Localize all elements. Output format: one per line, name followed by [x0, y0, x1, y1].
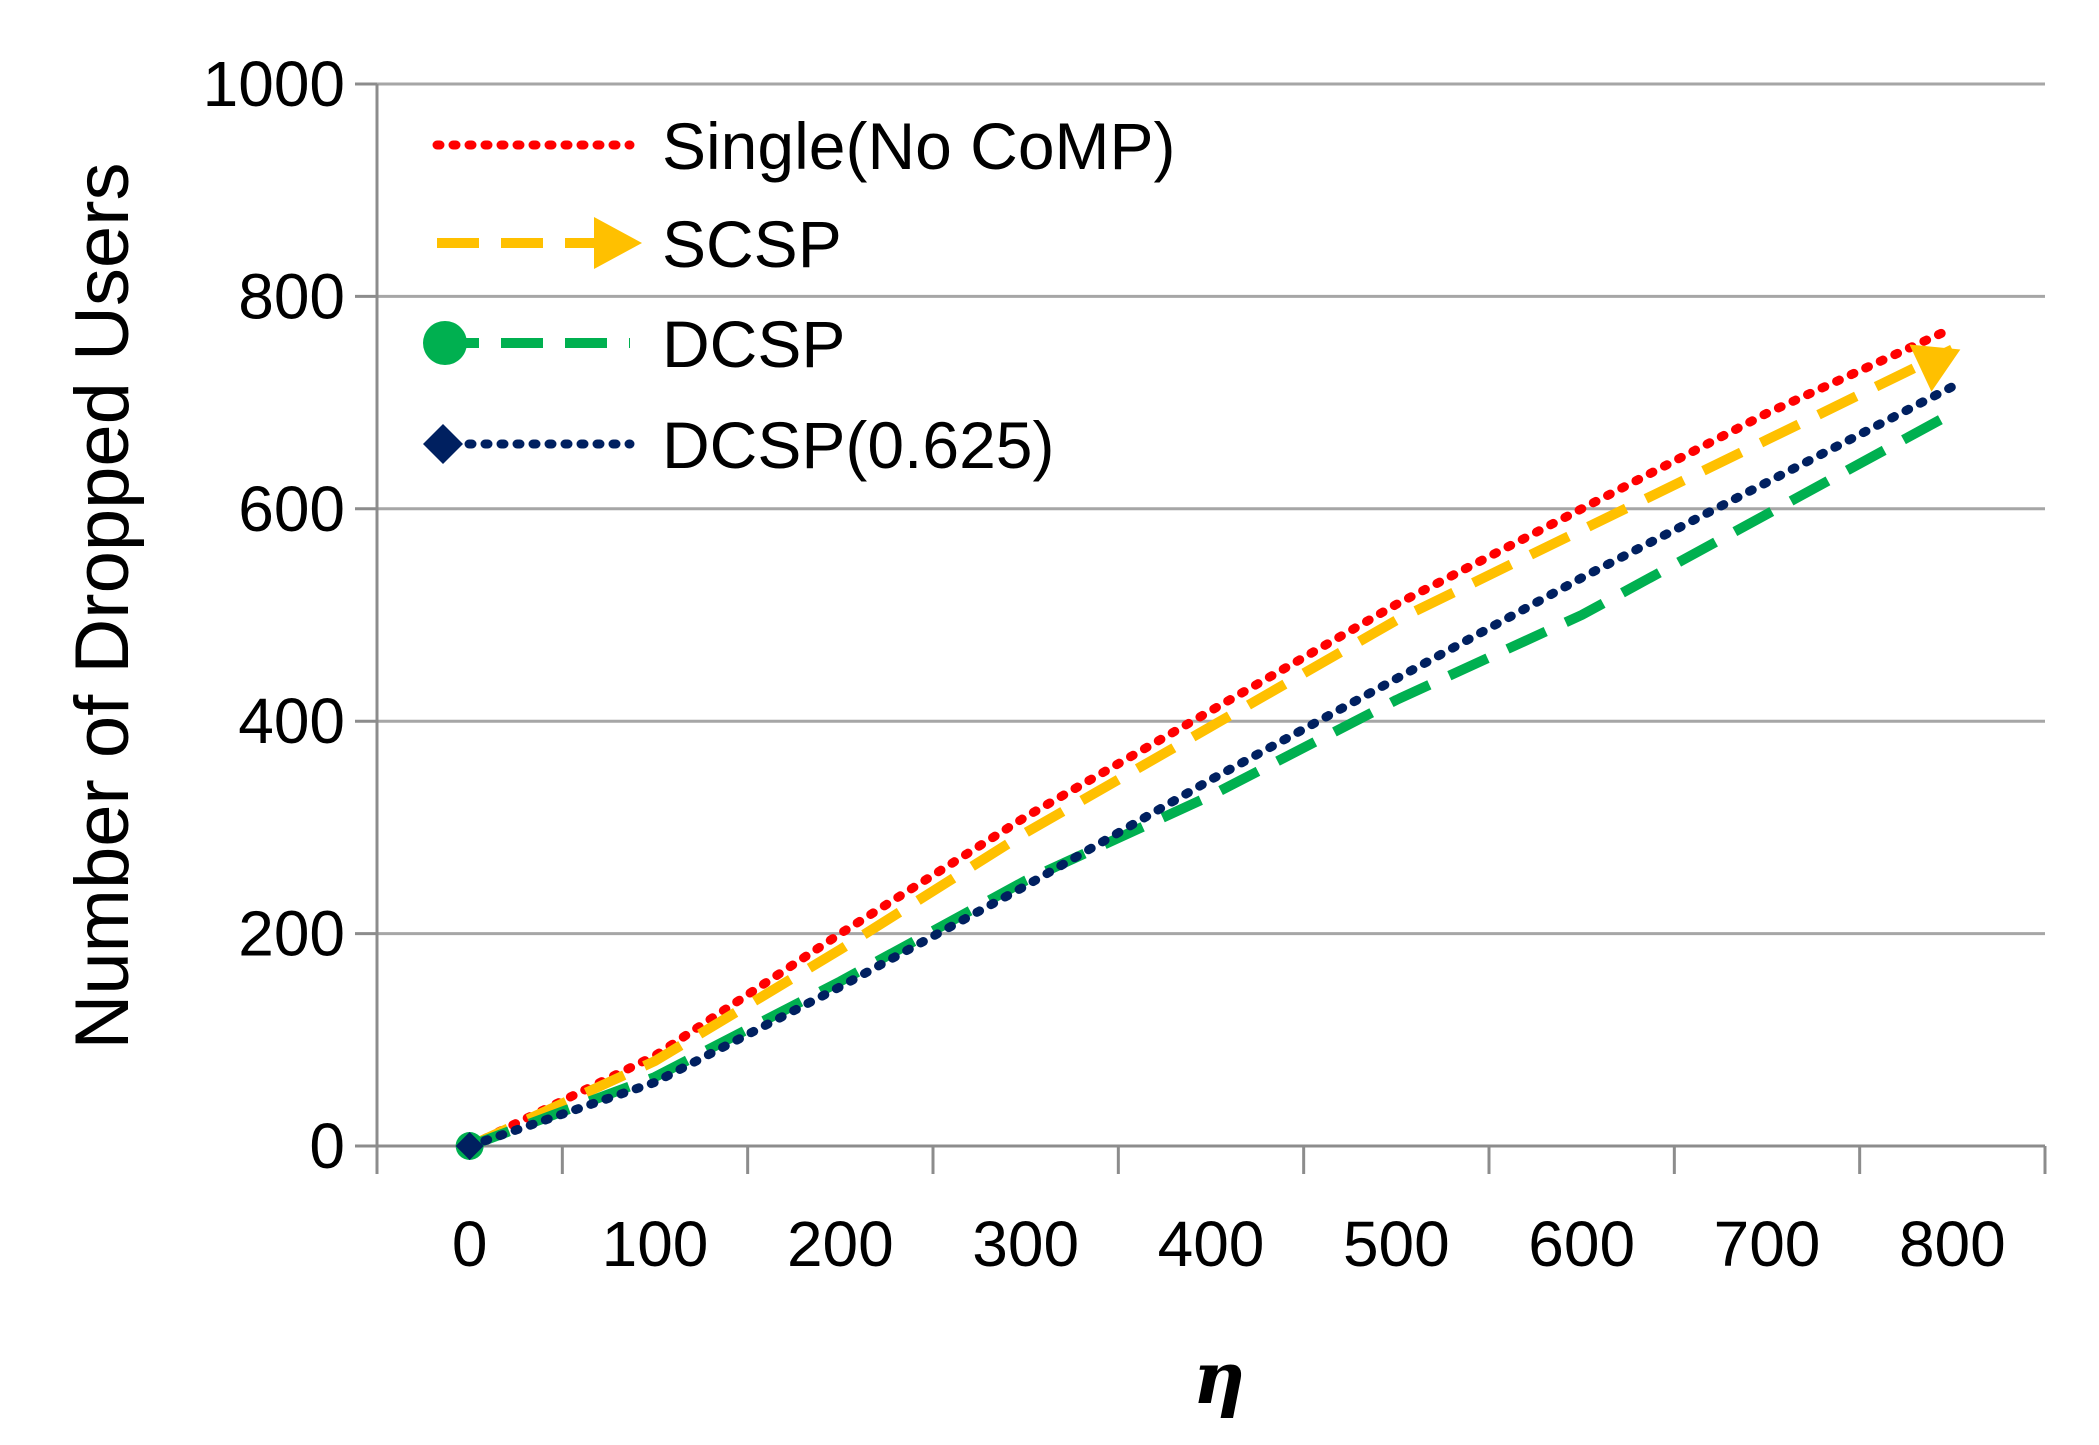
y-tick-label: 1000	[203, 48, 345, 120]
y-axis-label: Number of Dropped Users	[60, 162, 145, 1049]
y-tick-label: 800	[238, 260, 345, 332]
legend-arrow-icon	[594, 217, 642, 269]
x-tick-labels: 0 100 200 300 400 500 600 700 800	[452, 1208, 2006, 1280]
series-line-0	[465, 323, 1957, 1151]
x-tick-label: 200	[787, 1208, 894, 1280]
legend-item: DCSP	[423, 307, 845, 381]
legend-item: DCSP(0.625)	[423, 408, 1055, 482]
x-tick-label: 100	[602, 1208, 709, 1280]
x-tick-label: 800	[1899, 1208, 2006, 1280]
gridlines	[377, 82, 2045, 936]
legend-item: SCSP	[437, 207, 842, 281]
x-tick-label: 400	[1158, 1208, 1265, 1280]
legend-circle-icon	[423, 321, 467, 365]
x-tick-label: 500	[1343, 1208, 1450, 1280]
legend-item: Single(No CoMP)	[432, 109, 1176, 183]
x-axis-label: η	[1193, 1335, 1245, 1420]
legend-diamond-icon	[423, 424, 463, 464]
legend: Single(No CoMP) SCSP DCSP DCSP(0.625)	[423, 109, 1176, 482]
y-tick-label: 400	[238, 685, 345, 757]
series-start-marker	[455, 1132, 484, 1160]
y-tick-label: 200	[238, 898, 345, 970]
y-tick-labels: 0 200 400 600 800 1000	[203, 48, 345, 1182]
legend-label: Single(No CoMP)	[662, 109, 1176, 183]
axes	[355, 82, 2047, 1174]
x-tick-label: 300	[972, 1208, 1079, 1280]
series-line-1	[467, 345, 1955, 1151]
x-tick-label: 700	[1714, 1208, 1821, 1280]
legend-label: DCSP(0.625)	[662, 408, 1055, 482]
series-lines	[455, 323, 1961, 1160]
x-tick-label: 0	[452, 1208, 488, 1280]
series-end-arrow	[1909, 344, 1961, 392]
legend-label: DCSP	[662, 307, 845, 381]
legend-label: SCSP	[662, 207, 842, 281]
x-tick-label: 600	[1528, 1208, 1635, 1280]
y-tick-label: 0	[309, 1110, 345, 1182]
y-tick-label: 600	[238, 473, 345, 545]
series-line-3	[465, 382, 1957, 1151]
series-line-2	[467, 408, 1955, 1151]
